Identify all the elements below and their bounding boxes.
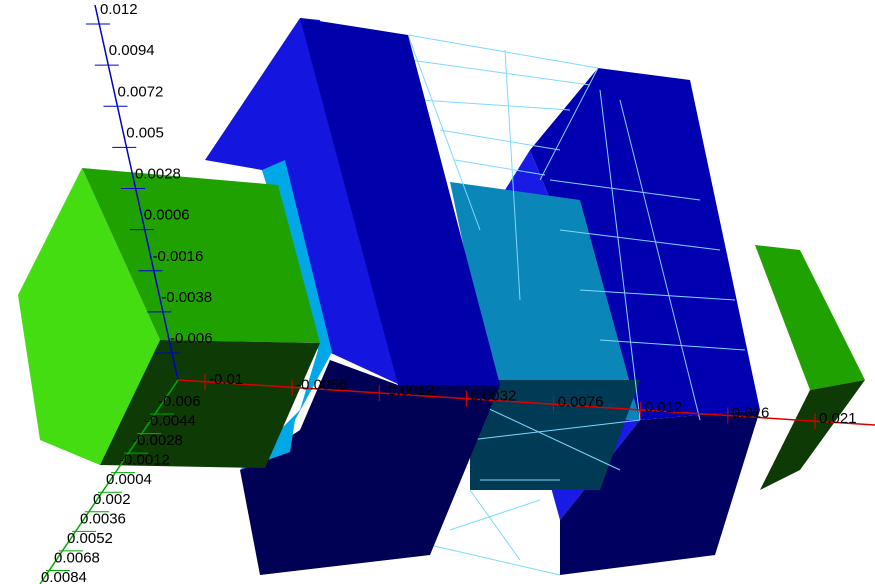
axis-tick-label: 0.012 xyxy=(100,1,138,18)
axis-tick-label: 0.0032 xyxy=(470,388,516,405)
axis-tick-label: 0.005 xyxy=(126,124,164,141)
blue-slab-left-bottom xyxy=(240,360,500,575)
axis-tick-label: 0.016 xyxy=(732,404,770,421)
axis-tick-label: -0.006 xyxy=(158,393,201,410)
green-block-left-bottom xyxy=(100,340,320,468)
axis-tick-label: 0.0076 xyxy=(558,393,604,410)
axis-tick-label: 0.012 xyxy=(645,399,683,416)
mesh-wireframe xyxy=(407,34,746,576)
axis-tick-label: 0.0094 xyxy=(109,42,155,59)
axis-tick-label: -0.0012 xyxy=(383,382,434,399)
axis-tick-label: 0.0072 xyxy=(118,83,164,100)
axis-tick-label: 0.0006 xyxy=(144,207,190,224)
green-block-right-bottom xyxy=(760,380,865,490)
blue-slab-right-front xyxy=(530,68,760,420)
blue-slab-right-bottom xyxy=(560,410,760,575)
axis-tick-label: -0.0056 xyxy=(296,377,347,394)
green-block-left-side xyxy=(18,168,160,465)
axis-tick-label: -0.0016 xyxy=(153,248,204,265)
axis-tick-label: 0.0036 xyxy=(80,510,126,527)
axis-tick-label: -0.01 xyxy=(209,371,243,388)
axis-tick-label: 0.0084 xyxy=(41,569,87,584)
blue-slab-left-inner xyxy=(240,160,332,470)
axis-tick-label: 0.021 xyxy=(819,410,857,427)
axis-tick-label: -0.0044 xyxy=(145,413,196,430)
axis-tick-label: 0.0052 xyxy=(67,530,113,547)
blue-slab-left-side xyxy=(205,18,400,385)
axis-vertical xyxy=(94,4,179,381)
green-block-right-top xyxy=(755,245,865,390)
blue-slab-left-front xyxy=(300,18,500,385)
axis-tick-label: 0.002 xyxy=(93,491,131,508)
axis-tick-label: 0.0004 xyxy=(106,471,152,488)
axis-tick-label: -0.006 xyxy=(170,330,213,347)
axis-tick-label: -0.0028 xyxy=(132,432,183,449)
axis-tick-label: -0.0038 xyxy=(161,289,212,306)
core-top xyxy=(450,182,640,420)
axis-tick-label: -0.0012 xyxy=(119,452,170,469)
axis-horizontal xyxy=(177,379,875,426)
axis-tick-label: 0.0068 xyxy=(54,549,100,566)
axis-tick-label: 0.0028 xyxy=(135,166,181,183)
